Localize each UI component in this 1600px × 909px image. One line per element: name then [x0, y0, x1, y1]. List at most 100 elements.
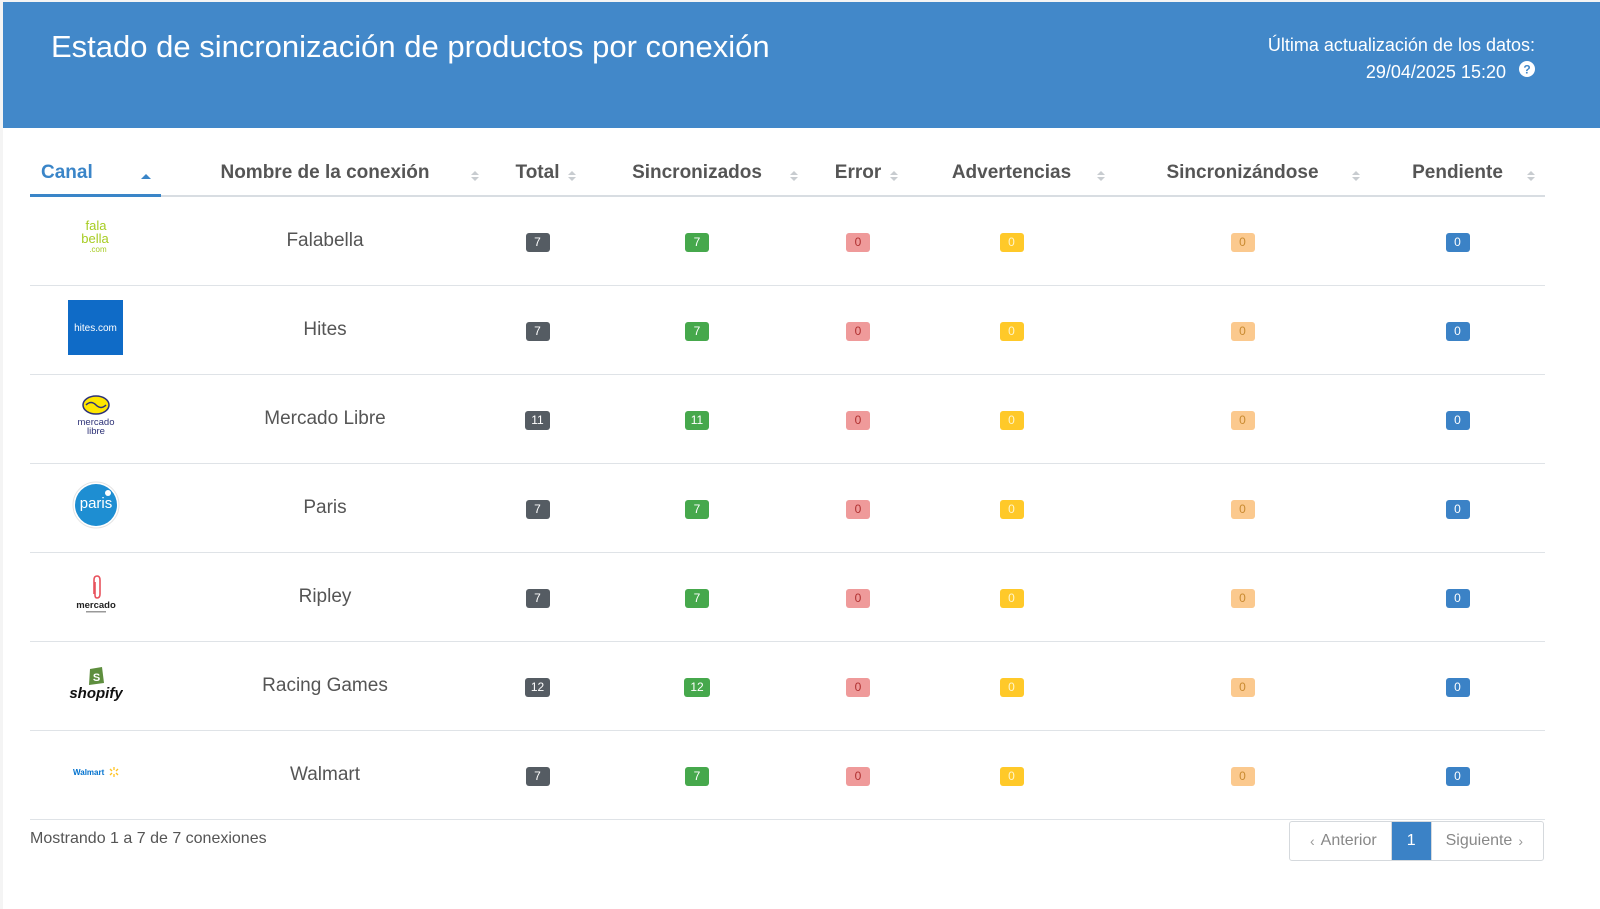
column-label: Sincronizándose	[1166, 162, 1319, 184]
connection-name: Racing Games	[161, 641, 489, 731]
column-label: Sincronizados	[632, 162, 762, 184]
column-header-canal[interactable]: Canal	[30, 152, 161, 197]
total-badge: 7	[525, 767, 550, 786]
total-badge: 7	[525, 589, 550, 608]
total-badge: 7	[525, 322, 550, 341]
column-header-syncing[interactable]: Sincronizándose	[1115, 152, 1370, 197]
syncing-badge: 0	[1230, 500, 1255, 519]
synced-cell: 7	[586, 552, 808, 642]
pending-badge: 0	[1445, 678, 1470, 697]
total-cell: 7	[489, 285, 586, 375]
table-row: hites.com Hites 7 7 0 0 0 0	[30, 285, 1545, 375]
total-cell: 7	[489, 195, 586, 286]
error-cell: 0	[808, 285, 908, 375]
pending-cell: 0	[1370, 463, 1545, 553]
svg-text:?: ?	[1523, 62, 1530, 76]
connections-table: Canal Nombre de la conexión Total Sincroniz…	[30, 152, 1545, 820]
svg-text:fala: fala	[85, 218, 107, 233]
table-row: paris Paris 7 7 0 0 0 0	[30, 463, 1545, 553]
error-cell: 0	[808, 195, 908, 286]
connection-name: Ripley	[161, 552, 489, 642]
svg-text:bella: bella	[81, 231, 109, 246]
pending-cell: 0	[1370, 730, 1545, 820]
warnings-cell: 0	[908, 552, 1115, 642]
svg-text:paris: paris	[79, 495, 112, 512]
synced-badge: 7	[685, 500, 709, 519]
synced-badge: 11	[684, 411, 710, 430]
column-label: Advertencias	[951, 162, 1072, 184]
syncing-cell: 0	[1115, 463, 1370, 553]
syncing-cell: 0	[1115, 285, 1370, 375]
syncing-badge: 0	[1230, 411, 1255, 430]
synced-cell: 7	[586, 285, 808, 375]
warnings-badge: 0	[999, 500, 1024, 519]
total-cell: 7	[489, 463, 586, 553]
syncing-badge: 0	[1230, 767, 1255, 786]
chevron-right-icon: ›	[1518, 833, 1523, 849]
error-cell: 0	[808, 641, 908, 731]
svg-text:libre: libre	[87, 426, 105, 437]
synced-cell: 7	[586, 730, 808, 820]
connection-name: Mercado Libre	[161, 374, 489, 464]
synced-cell: 7	[586, 463, 808, 553]
column-header-error[interactable]: Error	[808, 152, 908, 197]
canal-cell: S shopify	[30, 641, 161, 731]
column-header-warnings[interactable]: Advertencias	[908, 152, 1115, 197]
sort-icon	[471, 167, 479, 181]
canal-cell: paris	[30, 463, 161, 553]
next-page-button[interactable]: Siguiente ›	[1430, 822, 1543, 860]
sort-icon	[1097, 167, 1105, 181]
warnings-badge: 0	[999, 322, 1024, 341]
walmart-logo: Walmart	[71, 764, 121, 786]
canal-cell: Walmart	[30, 730, 161, 820]
prev-page-button[interactable]: ‹ Anterior	[1290, 822, 1392, 860]
total-badge: 7	[525, 500, 550, 519]
column-label: Pendiente	[1412, 162, 1503, 184]
falabella-logo: fala bella .com	[76, 217, 116, 265]
mercadolibre-logo: mercado libre	[71, 394, 121, 444]
svg-text:hites.com: hites.com	[74, 323, 117, 334]
error-badge: 0	[846, 767, 870, 786]
warnings-badge: 0	[999, 589, 1024, 608]
column-header-connection-name[interactable]: Nombre de la conexión	[161, 152, 489, 197]
warnings-cell: 0	[908, 641, 1115, 731]
canal-cell: mercado libre	[30, 374, 161, 464]
warnings-cell: 0	[908, 374, 1115, 464]
svg-text:mercado: mercado	[76, 600, 116, 611]
panel-header: Estado de sincronización de productos po…	[3, 2, 1600, 128]
page-1-button[interactable]: 1	[1391, 822, 1431, 860]
syncing-badge: 0	[1230, 232, 1255, 252]
error-cell: 0	[808, 552, 908, 642]
total-badge: 7	[525, 232, 550, 252]
column-label: Total	[515, 162, 560, 184]
svg-text:.com: .com	[89, 245, 107, 254]
mercado-ripley-logo: mercado	[72, 572, 120, 622]
pending-cell: 0	[1370, 285, 1545, 375]
column-header-synced[interactable]: Sincronizados	[586, 152, 808, 197]
help-icon[interactable]: ?	[1519, 58, 1535, 85]
sort-icon	[1527, 167, 1535, 181]
warnings-badge: 0	[999, 678, 1024, 697]
warnings-badge: 0	[999, 767, 1024, 786]
connection-name: Hites	[161, 285, 489, 375]
paris-logo: paris	[71, 480, 121, 536]
column-header-total[interactable]: Total	[489, 152, 586, 197]
sort-asc-icon	[141, 167, 151, 181]
syncing-badge: 0	[1230, 678, 1255, 697]
svg-text:mercado: mercado	[77, 417, 114, 428]
syncing-cell: 0	[1115, 195, 1370, 286]
synced-badge: 7	[685, 322, 709, 341]
column-header-pending[interactable]: Pendiente	[1370, 152, 1545, 197]
error-badge: 0	[846, 322, 870, 341]
warnings-badge: 0	[999, 411, 1024, 430]
total-badge: 11	[525, 411, 550, 430]
table-row: mercado libre Mercado Libre 11 11 0 0 0 0	[30, 374, 1545, 464]
table-row: mercado Ripley 7 7 0 0 0 0	[30, 552, 1545, 642]
error-badge: 0	[846, 589, 870, 608]
table-row: Walmart Walmart 7 7 0 0 0 0	[30, 730, 1545, 820]
pending-badge: 0	[1445, 411, 1470, 430]
svg-text:S: S	[92, 672, 99, 684]
chevron-left-icon: ‹	[1310, 833, 1315, 849]
last-update-value: 29/04/2025 15:20	[1365, 62, 1506, 82]
warnings-cell: 0	[908, 463, 1115, 553]
